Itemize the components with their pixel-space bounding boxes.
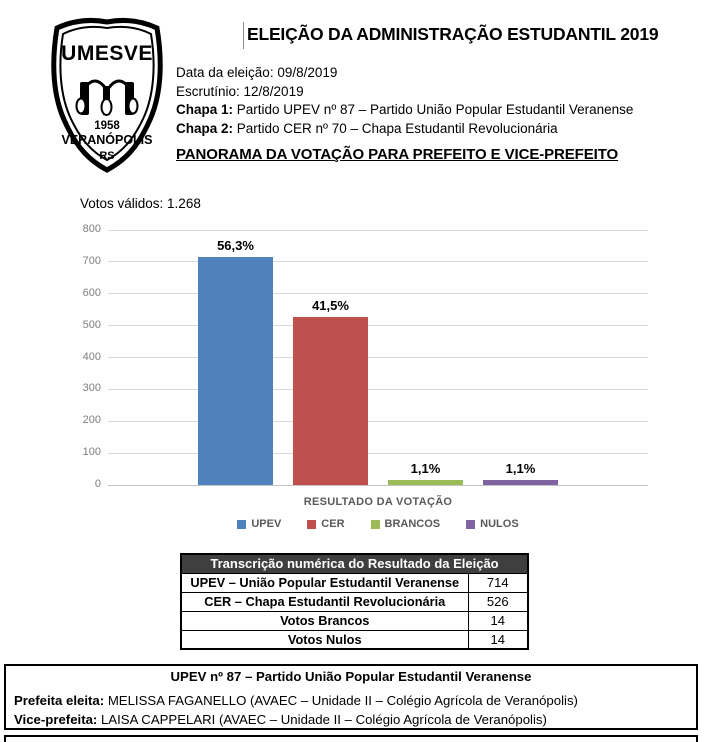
gridline xyxy=(108,293,648,295)
gridline xyxy=(108,261,648,263)
row-value: 14 xyxy=(467,629,529,650)
row-label: CER – Chapa Estudantil Revolucionária xyxy=(180,591,469,612)
bar-value-label: 41,5% xyxy=(312,298,349,313)
info-line-election-date: Data da eleição: 09/8/2019 xyxy=(176,65,338,80)
bar-value-label: 1,1% xyxy=(505,461,536,476)
y-tick-label: 200 xyxy=(82,414,101,427)
gridline xyxy=(108,420,648,422)
winner-box-lines: Prefeita eleita: MELISSA FAGANELLO (AVAE… xyxy=(14,691,696,729)
row-value: 714 xyxy=(467,572,529,593)
y-tick-label: 300 xyxy=(82,382,101,395)
table-row: Votos Brancos 14 xyxy=(180,610,529,631)
info-line-chapa-2: Chapa 2: Partido CER nº 70 – Chapa Estud… xyxy=(176,120,558,136)
gridline xyxy=(108,325,648,327)
chart-legend: UPEV CER BRANCOS NULOS xyxy=(108,518,648,530)
y-tick-label: 800 xyxy=(82,223,101,235)
bar-upev xyxy=(198,257,273,485)
monument-emblem-icon xyxy=(75,79,139,116)
legend-item-brancos: BRANCOS xyxy=(370,518,440,530)
chart-plot: 0 100 200 300 400 500 600 700 800 56,3% 41,5% 1,1% 1… xyxy=(83,223,648,490)
gridline xyxy=(108,357,648,358)
y-tick-label: 0 xyxy=(94,478,101,490)
bar-value-label: 1,1% xyxy=(410,461,441,476)
legend-swatch xyxy=(307,519,317,529)
y-tick-label: 100 xyxy=(82,446,101,459)
y-tick-label: 400 xyxy=(82,350,101,363)
gridline xyxy=(108,452,648,454)
election-info-block: Data da eleição: 09/8/2019 Escrutínio: 1… xyxy=(176,64,633,138)
logo-city-text: VERANÓPOLIS xyxy=(62,132,153,147)
row-label: Votos Nulos xyxy=(180,629,469,650)
row-label: UPEV – União Popular Estudantil Veranens… xyxy=(180,572,469,593)
section-title: PANORAMA DA VOTAÇÃO PARA PREFEITO E VICE… xyxy=(176,146,619,163)
table-row: UPEV – União Popular Estudantil Veranens… xyxy=(180,572,529,593)
y-tick-label: 500 xyxy=(82,318,101,331)
bar-brancos xyxy=(388,480,463,485)
bar-nulos xyxy=(483,480,558,485)
text-cursor xyxy=(243,22,244,49)
legend-swatch xyxy=(370,519,380,529)
bar-cer xyxy=(293,317,368,485)
legend-item-nulos: NULOS xyxy=(466,518,519,530)
row-label: Votos Brancos xyxy=(180,610,469,631)
table-row: CER – Chapa Estudantil Revolucionária 52… xyxy=(180,591,529,612)
legend-item-cer: CER xyxy=(307,518,345,530)
gridline xyxy=(108,229,648,231)
logo-year-text: 1958 xyxy=(94,120,120,132)
y-tick-label: 600 xyxy=(82,286,101,299)
logo-org-text: UMESVE xyxy=(61,42,153,65)
info-line-chapa-1: Chapa 1: Partido UPEV nº 87 – Partido Un… xyxy=(176,102,634,118)
info-line-scrutiny-date: Escrutínio: 12/8/2019 xyxy=(176,83,304,99)
legend-swatch xyxy=(237,519,247,529)
votes-bar-chart: 0 100 200 300 400 500 600 700 800 56,3% 41,5% 1,1% 1… xyxy=(75,223,650,536)
logo-state-text: RS xyxy=(99,150,114,162)
gridline xyxy=(108,388,648,390)
table-title: Transcrição numérica do Resultado da Ele… xyxy=(180,553,529,574)
y-tick-label: 700 xyxy=(82,254,101,267)
elected-vice-mayor-line: Vice-prefeita: LAISA CAPPELARI (AVAEC – … xyxy=(14,712,547,727)
row-value: 526 xyxy=(467,591,529,612)
valid-votes-note: Votos válidos: 1.268 xyxy=(80,196,201,211)
row-value: 14 xyxy=(467,610,529,631)
legend-swatch xyxy=(466,519,476,529)
gridline xyxy=(108,484,648,486)
next-section-box xyxy=(4,735,698,742)
legend-item-upev: UPEV xyxy=(237,518,281,530)
table-header-row: Transcrição numérica do Resultado da Ele… xyxy=(180,553,529,574)
table-row: Votos Nulos 14 xyxy=(180,629,529,650)
bar-value-label: 56,3% xyxy=(217,238,254,253)
school-crest-logo: UMESVE 1958 VERANÓPOLIS RS xyxy=(51,18,163,173)
winner-box-title: UPEV nº 87 – Partido União Popular Estud… xyxy=(170,669,532,684)
results-table: Transcrição numérica do Resultado da Ele… xyxy=(180,553,529,650)
page-title: ELEIÇÃO DA ADMINISTRAÇÃO ESTUDANTIL 2019 xyxy=(247,24,659,44)
winner-box: UPEV nº 87 – Partido União Popular Estud… xyxy=(4,664,698,730)
x-axis-title: RESULTADO DA VOTAÇÃO xyxy=(303,496,453,508)
elected-mayor-line: Prefeita eleita: MELISSA FAGANELLO (AVAE… xyxy=(14,693,578,708)
